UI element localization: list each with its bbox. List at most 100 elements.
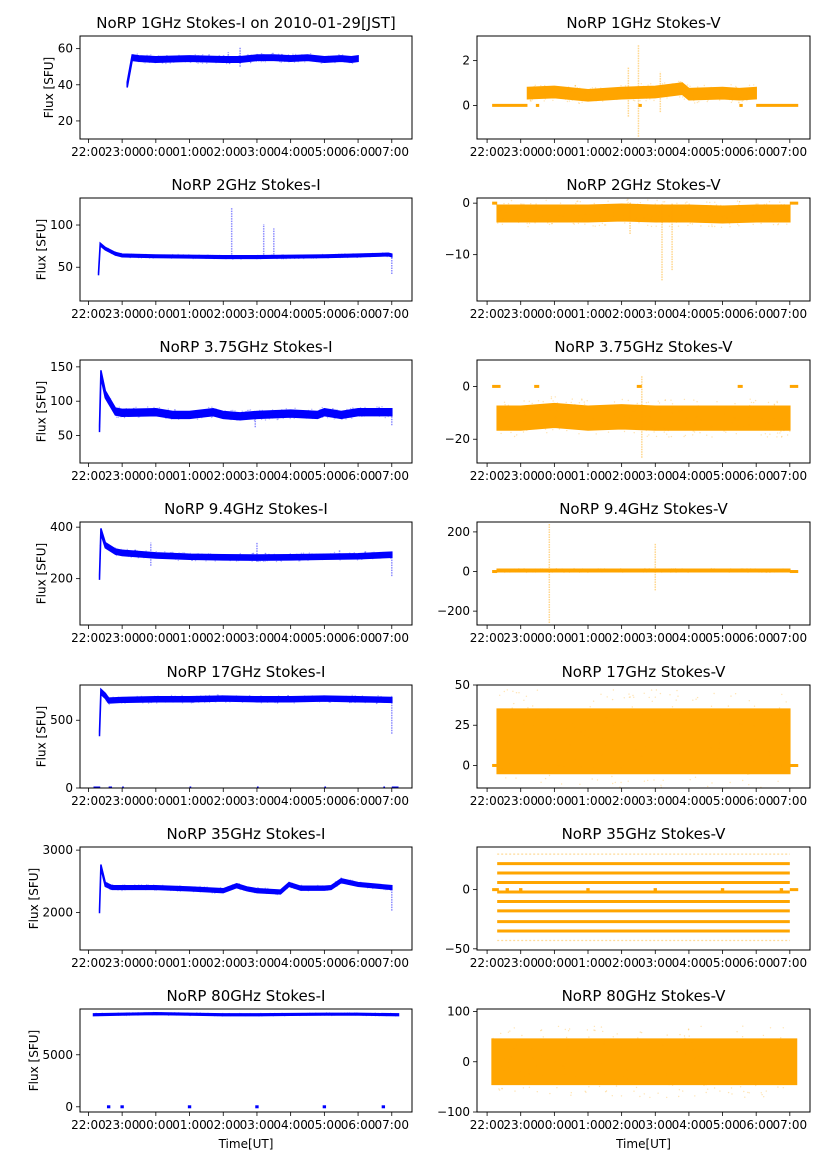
data-point (674, 569, 676, 571)
data-point (305, 55, 307, 57)
x-tick-label: 01:00 (571, 469, 606, 483)
data-point (250, 890, 253, 892)
data-point (296, 255, 298, 258)
data-point (563, 1066, 566, 1069)
data-point (109, 699, 111, 701)
data-point (136, 695, 138, 698)
data-point (280, 892, 282, 895)
data-point (747, 773, 749, 775)
data-point (281, 54, 283, 56)
data-point (285, 408, 287, 410)
data-point (675, 699, 677, 701)
data-point (660, 85, 662, 88)
data-point (338, 54, 340, 57)
data-point (370, 886, 373, 888)
data-point (150, 557, 152, 559)
data-point (580, 206, 582, 209)
data-point (172, 56, 174, 58)
data-point (190, 702, 193, 704)
data-point (583, 410, 585, 412)
data-point (202, 887, 205, 889)
data-point (390, 699, 392, 701)
data-point (363, 552, 366, 555)
data-point (296, 698, 298, 700)
data-point (327, 556, 329, 558)
y-tick-label: 0 (462, 883, 470, 897)
data-point (184, 699, 186, 702)
data-point (288, 881, 290, 883)
data-point (573, 792, 574, 793)
series-band (126, 54, 359, 88)
data-point (546, 419, 548, 421)
x-axis-label: Time[UT] (615, 1137, 671, 1151)
data-point (649, 88, 652, 91)
data-point (129, 70, 131, 73)
data-point (315, 1012, 317, 1014)
data-point (714, 225, 716, 228)
data-point (211, 406, 213, 408)
data-point (261, 409, 263, 412)
x-tick-label: 05:00 (307, 1118, 342, 1132)
data-point (638, 420, 640, 422)
data-point (760, 222, 762, 225)
data-point (119, 409, 121, 411)
data-point (208, 701, 211, 704)
data-point (608, 94, 611, 97)
data-point (213, 695, 215, 697)
data-point (680, 710, 683, 712)
data-point (655, 221, 658, 223)
data-point (315, 696, 318, 698)
data-point (663, 431, 665, 433)
data-point (570, 401, 572, 404)
data-point (244, 418, 246, 420)
data-point (500, 569, 502, 571)
data-point (143, 55, 145, 58)
data-point (508, 1059, 511, 1062)
data-point (349, 883, 351, 885)
data-point (136, 1012, 139, 1015)
data-point (530, 203, 532, 205)
data-point (571, 95, 574, 98)
data-point (685, 1053, 687, 1055)
data-point (386, 411, 389, 413)
data-point (241, 257, 243, 259)
data-point (352, 696, 355, 699)
data-point (518, 213, 521, 215)
data-point (558, 755, 560, 757)
data-point (131, 411, 134, 414)
x-tick-label: 01:00 (571, 145, 606, 159)
x-tick-label: 22:00 (71, 307, 106, 321)
data-point (535, 203, 537, 205)
data-point (214, 558, 216, 560)
data-point (153, 695, 156, 698)
data-point (535, 87, 537, 89)
data-point (515, 408, 517, 411)
data-point (153, 1011, 155, 1014)
data-point (395, 1013, 397, 1016)
data-point (377, 1012, 379, 1015)
data-point (300, 888, 303, 890)
data-point (636, 1044, 638, 1046)
data-point (624, 569, 626, 572)
data-point (136, 550, 138, 552)
data-point (311, 553, 313, 555)
data-point (255, 256, 257, 259)
x-tick-label: 06:00 (341, 307, 376, 321)
data-point (698, 212, 701, 214)
data-point (546, 412, 548, 414)
data-point (108, 249, 110, 252)
data-point (579, 783, 581, 785)
data-point (183, 255, 186, 257)
data-point (199, 58, 201, 60)
data-point (372, 887, 374, 890)
data-point (547, 219, 550, 222)
data-point (315, 60, 318, 63)
data-point (224, 257, 226, 259)
data-point (281, 60, 283, 62)
data-point (778, 752, 781, 754)
data-point (108, 248, 110, 251)
data-point (677, 695, 679, 697)
data-point (115, 410, 118, 412)
data-point (226, 697, 229, 699)
data-point (521, 203, 523, 205)
